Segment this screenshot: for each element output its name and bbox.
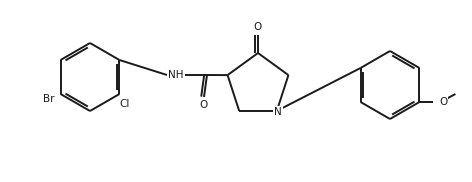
Text: N: N: [274, 107, 282, 117]
Text: O: O: [200, 100, 208, 110]
Text: O: O: [254, 22, 262, 32]
Text: Br: Br: [43, 94, 54, 104]
Text: NH: NH: [168, 70, 184, 80]
Text: O: O: [439, 97, 447, 107]
Text: Cl: Cl: [119, 99, 130, 109]
